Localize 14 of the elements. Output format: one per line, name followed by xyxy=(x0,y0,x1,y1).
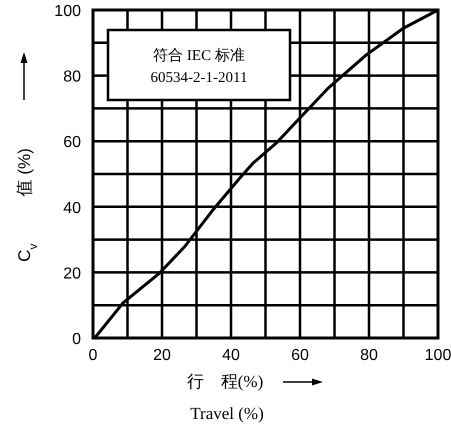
x-axis-title: 行 程(%) Travel (%) xyxy=(186,372,264,423)
x-tick-label: 100 xyxy=(424,347,451,364)
annotation: 符合 IEC 标准 60534-2-1-2011 xyxy=(150,47,248,86)
x-tick-label: 40 xyxy=(222,347,240,364)
x-tick-label: 20 xyxy=(153,347,171,364)
y-tick-label: 20 xyxy=(63,265,82,282)
y-tick-label: 60 xyxy=(63,134,82,152)
y-tick-label: 40 xyxy=(63,200,82,217)
y-tick-label: 100 xyxy=(54,3,82,20)
x-tick-label: 80 xyxy=(360,347,378,364)
x-tick-label: 0 xyxy=(88,347,98,364)
y-tick-label: 0 xyxy=(72,331,82,348)
x-tick-label: 60 xyxy=(291,347,309,364)
y-tick-label: 80 xyxy=(63,68,82,86)
